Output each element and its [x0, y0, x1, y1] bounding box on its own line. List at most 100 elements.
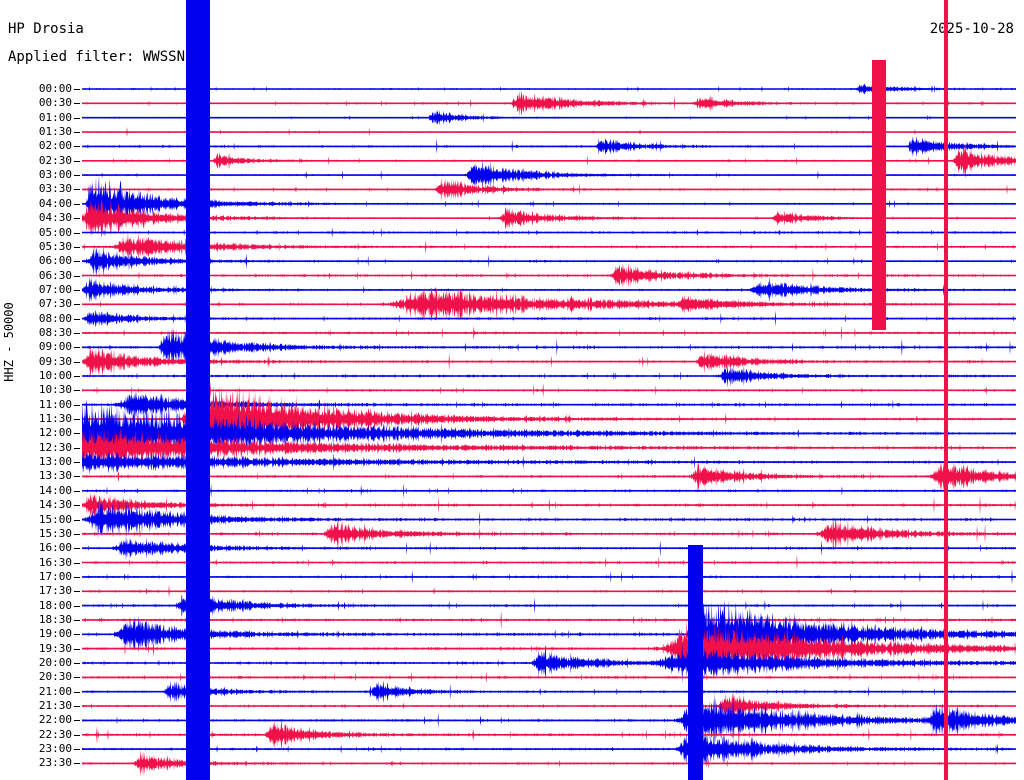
time-tick	[74, 232, 80, 234]
time-tick	[74, 763, 80, 765]
time-tick	[74, 734, 80, 736]
time-tick	[74, 89, 80, 90]
time-axis: 00:00 00:30 01:00 01:30 02:00 02:30 03:00 03:30…	[0, 0, 82, 780]
time-tick	[74, 132, 80, 134]
time-tick	[74, 146, 80, 148]
time-label-0100: 01:00	[38, 110, 72, 124]
time-label-1130: 11:30	[38, 412, 72, 426]
blue-calibration-band	[186, 0, 210, 780]
time-tick	[74, 548, 80, 550]
time-tick	[74, 691, 80, 693]
time-label-1300: 13:00	[38, 455, 72, 469]
time-tick	[74, 218, 80, 220]
time-label-0900: 09:00	[38, 340, 72, 354]
time-tick	[74, 347, 80, 349]
time-tick	[74, 175, 80, 177]
time-label-1800: 18:00	[38, 598, 72, 612]
time-label-1230: 12:30	[38, 440, 72, 454]
time-label-0800: 08:00	[38, 311, 72, 325]
time-label-1000: 10:00	[38, 369, 72, 382]
time-tick	[74, 318, 80, 320]
time-tick	[74, 390, 80, 392]
time-tick	[74, 576, 80, 578]
time-label-0330: 03:30	[38, 182, 72, 196]
time-label-1100: 11:00	[38, 397, 72, 411]
station-name: HP Drosia	[8, 21, 84, 37]
time-tick	[74, 103, 80, 105]
time-label-0000: 00:00	[38, 82, 72, 95]
time-label-0030: 00:30	[38, 96, 72, 110]
time-label-2130: 21:30	[38, 699, 72, 713]
time-label-1030: 10:30	[38, 383, 72, 397]
time-label-0530: 05:30	[38, 239, 72, 253]
time-tick	[74, 203, 80, 205]
time-label-1500: 15:00	[38, 512, 72, 526]
time-tick	[74, 706, 80, 708]
time-label-2300: 23:00	[38, 742, 72, 756]
time-label-0930: 09:30	[38, 354, 72, 368]
time-label-1930: 19:30	[38, 641, 72, 655]
time-tick	[74, 462, 80, 464]
time-tick	[74, 476, 80, 478]
time-label-2200: 22:00	[38, 713, 72, 727]
blue-event-band	[688, 545, 703, 780]
time-label-0300: 03:00	[38, 168, 72, 182]
time-tick	[74, 505, 80, 507]
red-marker-line	[944, 0, 948, 780]
time-tick	[74, 160, 80, 162]
time-tick	[74, 519, 80, 521]
time-label-2000: 20:00	[38, 656, 72, 669]
time-tick	[74, 261, 80, 263]
time-tick	[74, 246, 80, 248]
time-tick	[74, 749, 80, 751]
time-label-0430: 04:30	[38, 211, 72, 225]
time-tick	[74, 332, 80, 334]
time-tick	[74, 447, 80, 449]
time-tick	[74, 404, 80, 406]
time-label-0500: 05:00	[38, 225, 72, 239]
time-tick	[74, 275, 80, 277]
time-tick	[74, 490, 80, 492]
applied-filter-label: Applied filter: WWSSN-SP	[8, 49, 211, 65]
time-label-0630: 06:30	[38, 268, 72, 282]
time-tick	[74, 634, 80, 636]
time-tick	[74, 605, 80, 607]
time-label-2330: 23:30	[38, 756, 72, 770]
time-tick	[74, 117, 80, 119]
time-label-1400: 14:00	[38, 483, 72, 497]
time-tick	[74, 289, 80, 291]
time-label-1630: 16:30	[38, 555, 72, 569]
red-event-band	[872, 60, 886, 330]
time-tick	[74, 361, 80, 363]
time-label-0600: 06:00	[38, 254, 72, 268]
time-tick	[74, 677, 80, 679]
time-label-0700: 07:00	[38, 282, 72, 296]
time-label-0730: 07:30	[38, 297, 72, 311]
time-label-1700: 17:00	[38, 569, 72, 583]
time-tick	[74, 304, 80, 306]
time-tick	[74, 648, 80, 650]
time-label-1530: 15:30	[38, 526, 72, 540]
time-tick	[74, 433, 80, 435]
time-tick	[74, 533, 80, 535]
plot-date: 2025-10-28	[929, 21, 1014, 37]
time-tick	[74, 562, 80, 564]
time-label-1730: 17:30	[38, 584, 72, 598]
time-label-0200: 02:00	[38, 139, 72, 153]
time-tick	[74, 720, 80, 722]
time-tick	[74, 376, 80, 377]
time-label-1830: 18:30	[38, 612, 72, 626]
time-label-2030: 20:30	[38, 670, 72, 684]
time-label-1200: 12:00	[38, 426, 72, 440]
time-tick	[74, 663, 80, 664]
time-label-1900: 19:00	[38, 627, 72, 641]
time-label-0400: 04:00	[38, 196, 72, 210]
time-tick	[74, 619, 80, 621]
time-label-1430: 14:30	[38, 498, 72, 512]
time-tick	[74, 419, 80, 421]
time-label-2100: 21:00	[38, 684, 72, 698]
time-label-0830: 08:30	[38, 325, 72, 339]
time-tick	[74, 189, 80, 191]
